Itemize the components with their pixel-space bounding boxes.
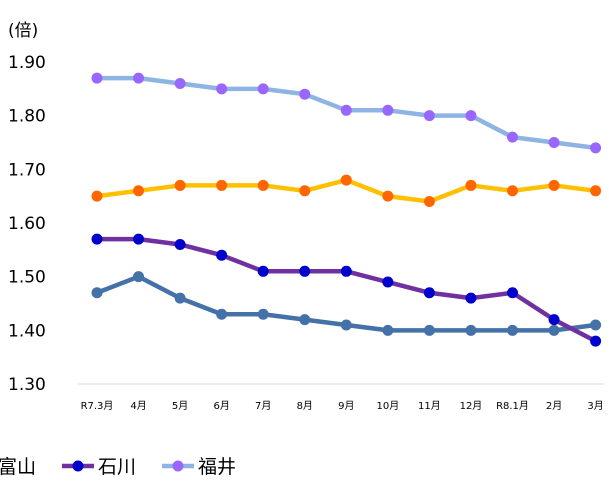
data-point — [216, 83, 228, 95]
legend-label: 石川 — [98, 456, 136, 478]
y-tick-label: 1.60 — [8, 214, 46, 234]
series-group — [91, 72, 602, 347]
y-tick-label: 1.90 — [8, 53, 46, 73]
data-point — [174, 238, 186, 250]
data-point — [507, 185, 518, 197]
data-point — [91, 72, 103, 84]
data-point — [340, 104, 352, 116]
x-tick-label: 10月 — [376, 400, 399, 412]
data-point — [174, 179, 186, 191]
data-point — [257, 265, 269, 277]
data-point — [174, 77, 186, 89]
data-point — [590, 185, 602, 197]
legend-marker-2 — [172, 460, 184, 472]
data-point — [299, 265, 311, 277]
legend-label: 福井 — [198, 456, 236, 478]
data-point — [507, 131, 518, 143]
x-tick-label: 6月 — [213, 400, 229, 412]
data-point — [465, 179, 477, 191]
data-point — [548, 179, 560, 191]
data-point — [174, 292, 186, 304]
y-tick-label: 1.40 — [8, 321, 46, 341]
x-tick-label: R7.3月 — [81, 400, 114, 412]
data-point — [340, 319, 352, 331]
x-tick-label: 2月 — [546, 400, 562, 412]
data-point — [382, 190, 394, 202]
data-point — [382, 324, 394, 336]
data-point — [299, 88, 311, 100]
x-tick-label: 3月 — [587, 400, 603, 412]
data-point — [590, 319, 602, 331]
data-point — [257, 179, 269, 191]
x-tick-label: 4月 — [130, 400, 146, 412]
data-point — [465, 292, 477, 304]
data-point — [216, 308, 228, 320]
y-axis-unit-label: (倍) — [8, 21, 38, 41]
data-point — [216, 249, 228, 261]
x-tick-label: 7月 — [255, 400, 271, 412]
data-point — [465, 324, 477, 336]
data-point — [423, 287, 435, 299]
data-point — [91, 287, 103, 299]
x-tick-label: 9月 — [338, 400, 354, 412]
data-point — [133, 271, 145, 283]
data-point — [382, 104, 394, 116]
data-point — [340, 265, 352, 277]
data-point — [465, 110, 477, 122]
data-point — [91, 190, 103, 202]
x-tick-label: 11月 — [418, 400, 441, 412]
data-point — [299, 185, 311, 197]
legend-label: 富山 — [0, 456, 36, 478]
data-point — [216, 179, 228, 191]
y-tick-label: 1.50 — [8, 268, 46, 288]
data-point — [590, 142, 602, 154]
x-tick-label: R8.1月 — [496, 400, 529, 412]
x-tick-label: 12月 — [460, 400, 483, 412]
data-point — [507, 324, 518, 336]
y-axis-ticks: 1.30 1.40 1.50 1.60 1.70 1.80 1.90 — [8, 53, 46, 395]
data-point — [548, 314, 560, 326]
data-point — [299, 314, 311, 326]
x-axis-ticks: R7.3月 4月 5月 6月 7月 8月 9月 10月 11月 12月 R8.1月 2月 3月 — [81, 400, 604, 412]
data-point — [548, 137, 560, 148]
legend-marker-1 — [72, 460, 84, 472]
data-point — [507, 287, 518, 299]
data-point — [548, 324, 560, 336]
data-point — [423, 196, 435, 208]
data-point — [257, 308, 269, 320]
x-tick-label: 5月 — [172, 400, 188, 412]
x-tick-label: 8月 — [297, 400, 313, 412]
data-point — [257, 83, 269, 95]
data-point — [423, 110, 435, 122]
data-point — [133, 233, 145, 245]
data-point — [340, 174, 352, 186]
y-tick-label: 1.30 — [8, 375, 46, 395]
data-point — [590, 335, 602, 347]
data-point — [91, 233, 103, 245]
data-point — [133, 72, 145, 84]
legend: 富山 石川 福井 — [0, 456, 236, 478]
data-point — [382, 276, 394, 288]
y-tick-label: 1.70 — [8, 160, 46, 180]
y-tick-label: 1.80 — [8, 107, 46, 127]
data-point — [133, 185, 145, 197]
data-point — [423, 324, 435, 336]
